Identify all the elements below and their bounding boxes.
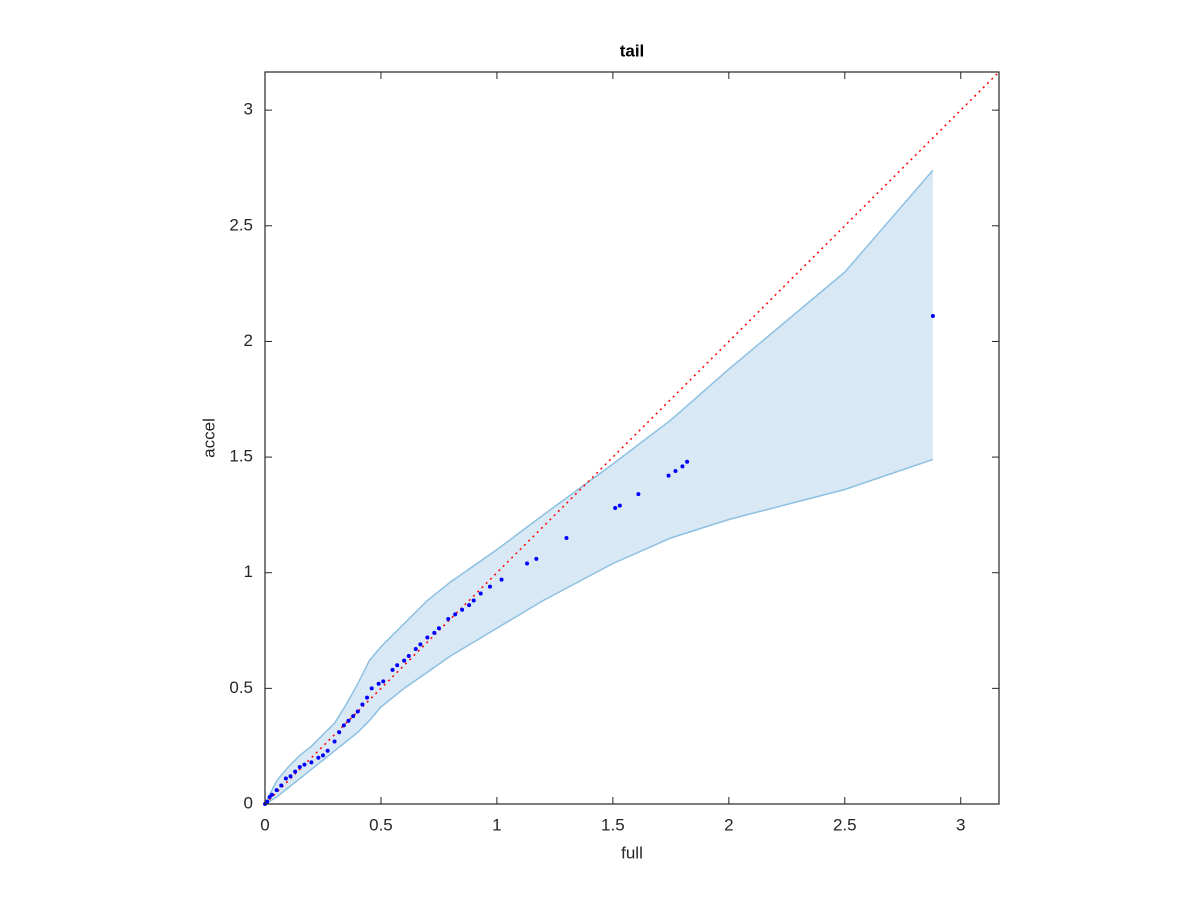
data-point (369, 686, 374, 691)
x-tick-label: 1 (492, 815, 501, 834)
data-point (269, 792, 274, 797)
y-tick-label: 1.5 (229, 447, 253, 466)
data-point (436, 626, 441, 631)
data-point (525, 561, 530, 566)
x-tick-label: 0 (260, 815, 269, 834)
data-point (332, 739, 337, 744)
x-tick-label: 2 (724, 815, 733, 834)
band-upper (264, 169, 934, 805)
data-point (293, 769, 298, 774)
y-tick-label: 0 (244, 793, 253, 812)
data-point (279, 783, 284, 788)
data-point (534, 556, 539, 561)
x-tick-label: 0.5 (369, 815, 393, 834)
data-point (930, 314, 935, 318)
data-point (460, 607, 465, 612)
x-tick-label: 1.5 (601, 815, 625, 834)
y-tick-label: 2 (244, 331, 253, 350)
data-point (680, 464, 685, 469)
x-tick-label: 2.5 (833, 815, 857, 834)
data-point (666, 473, 671, 478)
x-tick-label: 3 (956, 815, 965, 834)
y-tick-label: 3 (244, 100, 253, 119)
y-tick-label: 2.5 (229, 215, 253, 234)
data-point (390, 667, 395, 672)
data-point (499, 577, 504, 582)
data-point (355, 709, 360, 714)
data-point (302, 762, 307, 767)
data-point (320, 753, 325, 758)
data-point (365, 695, 370, 700)
confidence-band (265, 170, 933, 805)
y-tick-label: 0.5 (229, 678, 253, 697)
data-point (453, 612, 458, 617)
data-point (346, 718, 351, 723)
data-point (360, 702, 365, 707)
data-point (402, 658, 407, 663)
data-point (297, 764, 302, 769)
axes-box (264, 71, 1000, 805)
data-point (274, 788, 279, 793)
data-point (325, 748, 330, 753)
data-point (288, 774, 293, 779)
data-point (316, 755, 321, 760)
data-point (309, 760, 314, 765)
data-point (406, 653, 411, 658)
data-point (564, 536, 569, 541)
data-point (467, 603, 472, 608)
data-point (685, 459, 690, 464)
data-point (381, 679, 386, 684)
data-point (283, 776, 288, 781)
data-point (341, 723, 346, 728)
y-tick-label: 1 (244, 562, 253, 581)
data-point (376, 681, 381, 686)
data-point (478, 591, 483, 596)
data-point (432, 630, 437, 635)
data-point (413, 647, 418, 652)
data-point (425, 635, 430, 640)
data-point (636, 492, 641, 497)
data-point (351, 714, 356, 719)
x-axis-label: full (621, 843, 643, 862)
band-lower (264, 458, 934, 805)
y-axis-label: accel (199, 418, 218, 458)
data-point (487, 584, 492, 589)
data-point (265, 799, 270, 804)
data-point (395, 663, 400, 668)
chart-title: tail (620, 41, 645, 60)
data-point (471, 598, 476, 603)
data-point (613, 505, 618, 510)
data-point (418, 642, 423, 647)
data-point (337, 730, 342, 735)
data-point (446, 616, 451, 621)
data-point (673, 468, 678, 473)
data-point (617, 503, 622, 508)
